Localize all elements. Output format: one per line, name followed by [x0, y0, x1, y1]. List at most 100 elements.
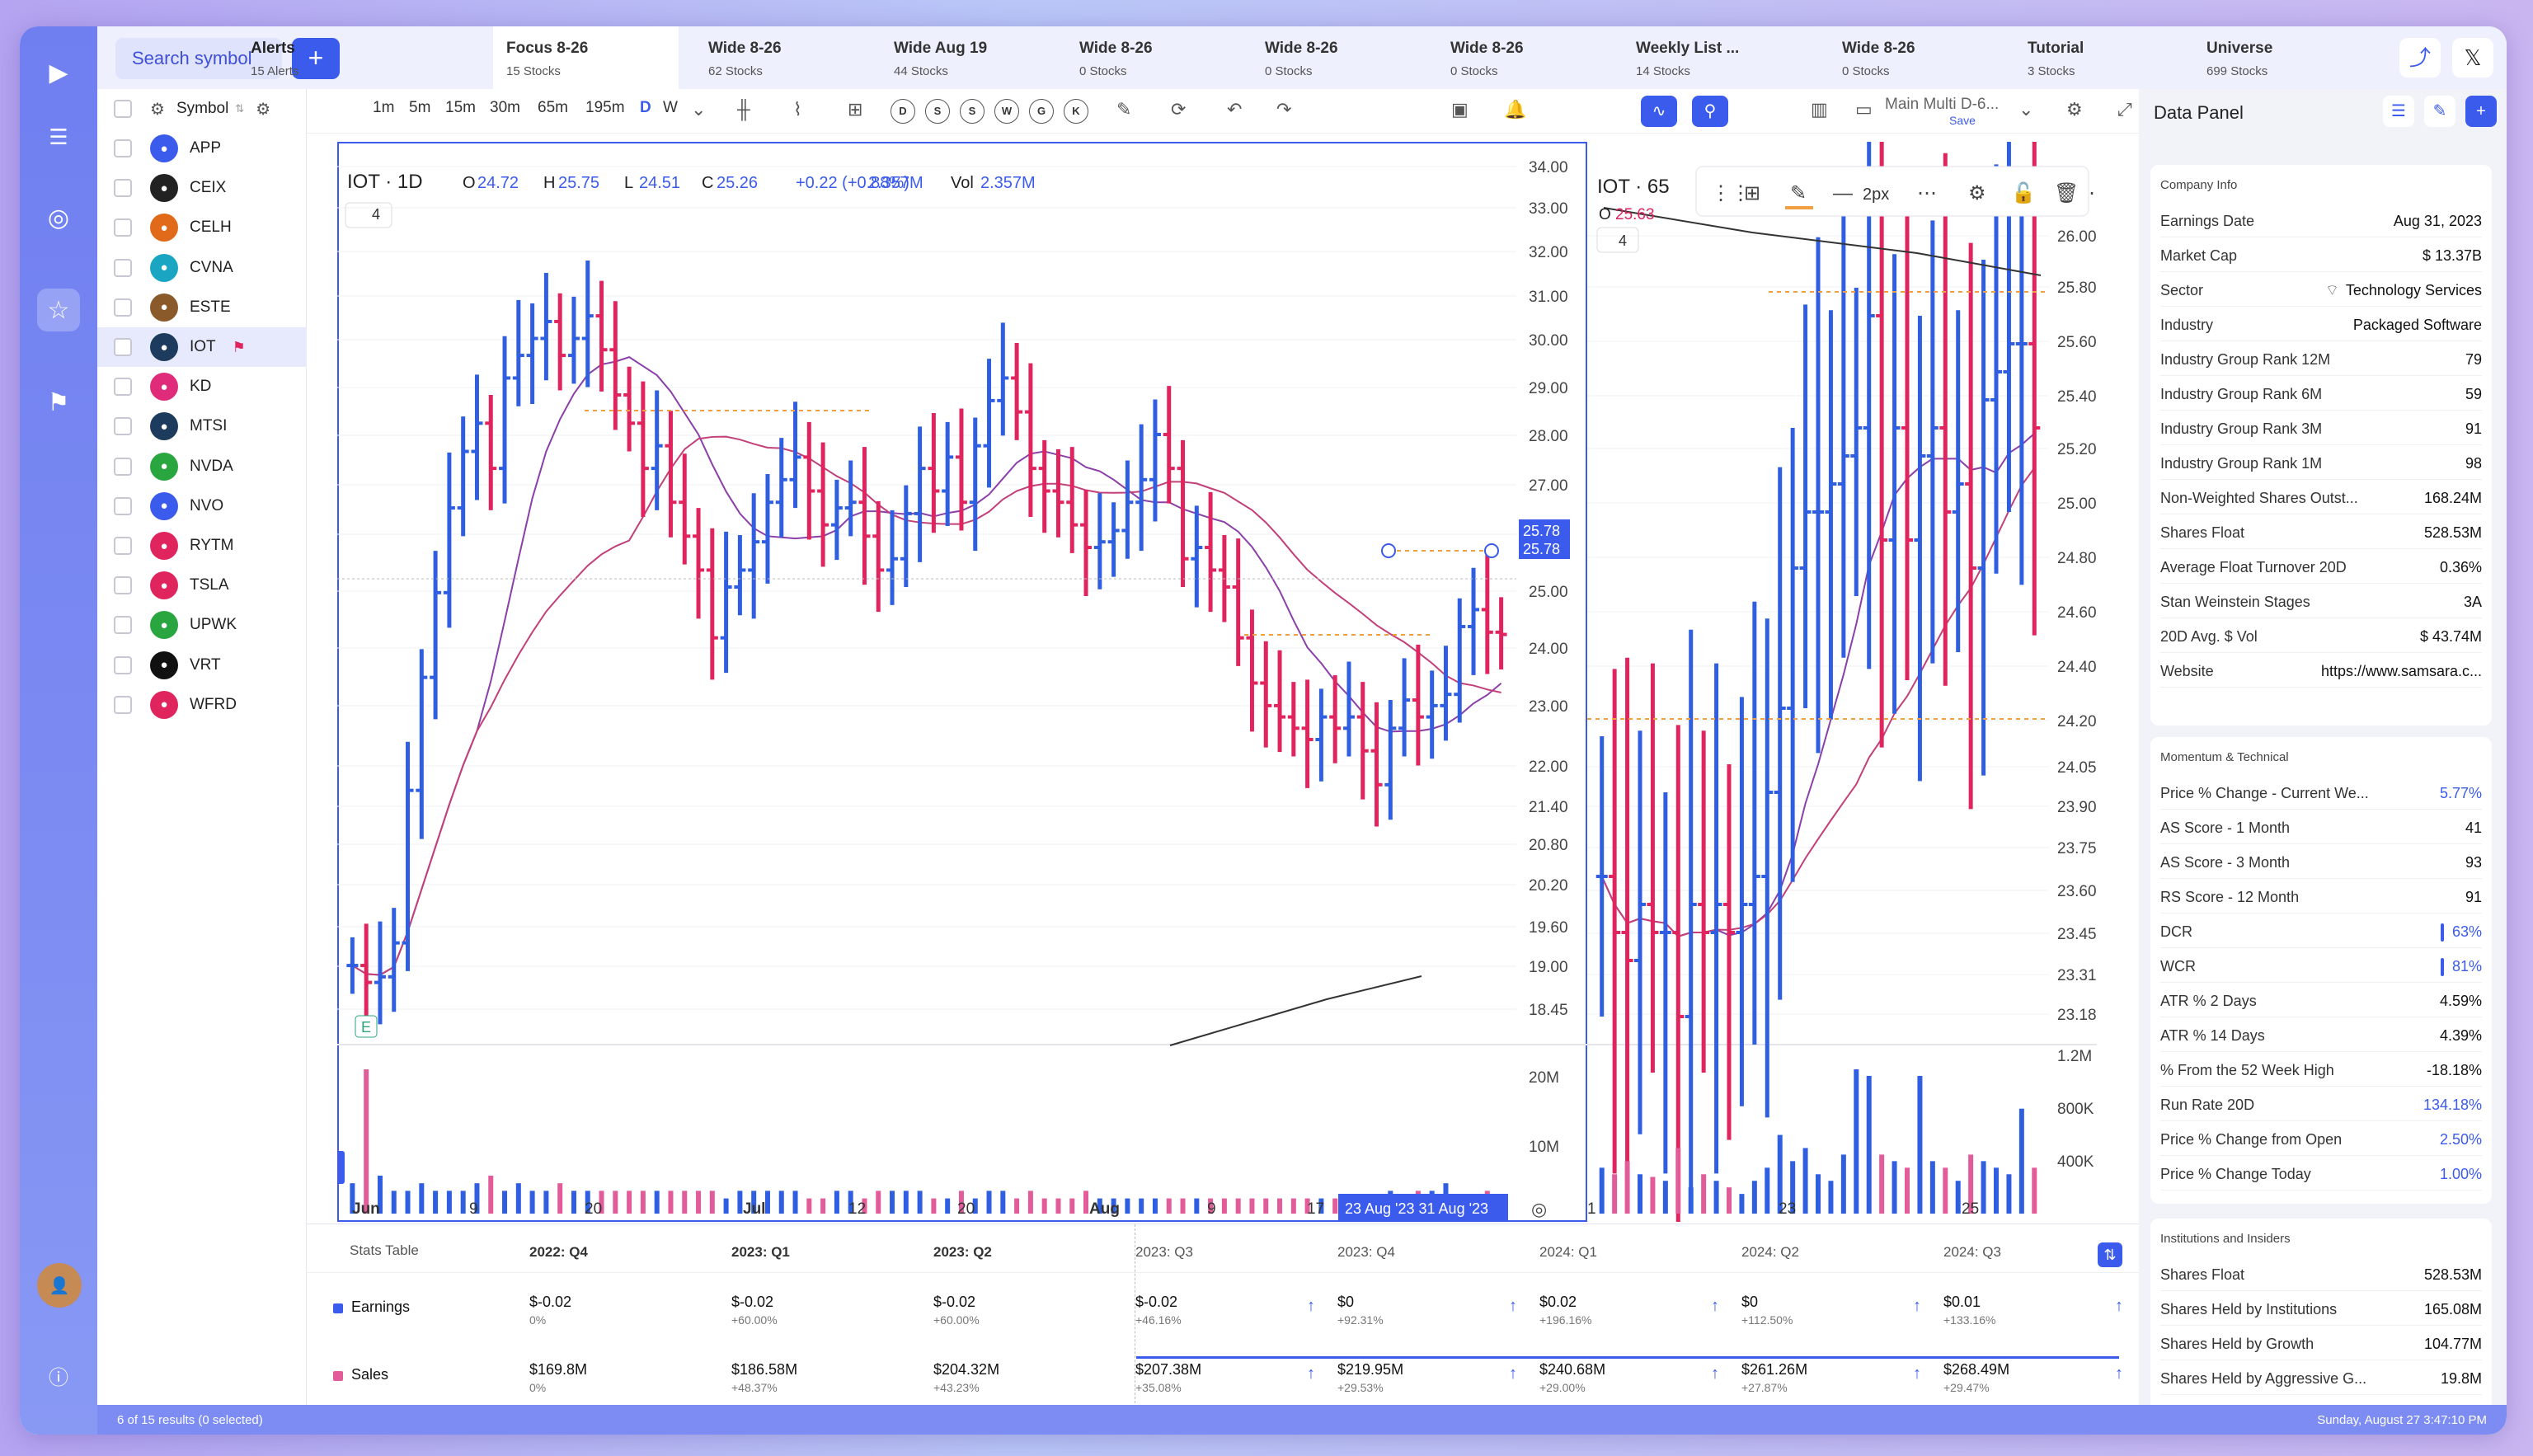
stats-settings-button[interactable]: ⇅: [2098, 1242, 2122, 1267]
tab-4[interactable]: Wide 8-26 0 Stocks: [1066, 26, 1231, 89]
layout-name[interactable]: Main Multi D-6...: [1885, 96, 2000, 113]
tab-10[interactable]: Universe 699 Stocks: [2193, 26, 2358, 89]
timeframe-button[interactable]: 65m: [538, 99, 568, 116]
row-checkbox[interactable]: [114, 298, 132, 317]
legend-count[interactable]: 4: [372, 206, 380, 223]
select-all-checkbox[interactable]: [114, 100, 132, 118]
study-toggle[interactable]: G: [1029, 99, 1054, 124]
drawing-handle[interactable]: [1381, 543, 1396, 558]
row-checkbox[interactable]: [114, 576, 132, 595]
add-button[interactable]: +: [292, 38, 340, 79]
row-checkbox[interactable]: [114, 338, 132, 356]
folder-icon[interactable]: ▭: [1855, 99, 1873, 120]
pencil-icon[interactable]: ✎: [1790, 182, 1807, 204]
tab-2[interactable]: Wide 8-26 62 Stocks: [695, 26, 860, 89]
avatar[interactable]: 👤: [37, 1263, 82, 1308]
radar-icon[interactable]: ◎: [47, 204, 70, 232]
tab-1[interactable]: Focus 8-26 15 Stocks: [493, 26, 679, 89]
data-value[interactable]: https://www.samsara.c...: [2320, 663, 2482, 679]
study-toggle[interactable]: S: [925, 99, 950, 124]
lock-icon[interactable]: 🔓: [2011, 181, 2036, 204]
app-logo-icon[interactable]: ▶: [49, 59, 68, 87]
watchlist-row[interactable]: ● UPWK: [97, 605, 307, 645]
daily-chart[interactable]: 34.00 33.00 32.00 31.00 30.00 29.00 28.00 27.00…: [337, 142, 1587, 1222]
row-checkbox[interactable]: [114, 179, 132, 198]
watchlist-row[interactable]: ● RYTM: [97, 526, 307, 566]
watchlist-row[interactable]: ● VRT: [97, 646, 307, 685]
watchlist-row[interactable]: ● APP: [97, 129, 307, 168]
timeframe-button[interactable]: 195m: [585, 99, 625, 116]
row-checkbox[interactable]: [114, 378, 132, 397]
row-checkbox[interactable]: [114, 218, 132, 237]
settings-icon[interactable]: ⚙: [2066, 99, 2083, 120]
symbol-header[interactable]: Symbol: [176, 100, 229, 117]
edit-icon[interactable]: ✎: [2424, 96, 2455, 127]
row-checkbox[interactable]: [114, 695, 132, 714]
study-toggle[interactable]: D: [891, 99, 915, 124]
timeframe-button[interactable]: 1m: [373, 99, 395, 116]
drawing-mode-button[interactable]: ⚲: [1692, 96, 1728, 127]
watchlist-row[interactable]: ● CELH: [97, 208, 307, 247]
legend-toggle[interactable]: [345, 202, 392, 228]
more-icon[interactable]: ⋯: [2089, 182, 2097, 204]
menu-icon[interactable]: ☰: [49, 124, 68, 149]
tab-0[interactable]: Alerts 15 Alerts: [237, 26, 402, 89]
tab-3[interactable]: Wide Aug 19 44 Stocks: [881, 26, 1046, 89]
row-checkbox[interactable]: [114, 417, 132, 436]
tab-5[interactable]: Wide 8-26 0 Stocks: [1252, 26, 1417, 89]
bar-style-icon[interactable]: ╫: [737, 99, 750, 120]
indicator-icon[interactable]: ⌇: [793, 99, 802, 120]
tab-6[interactable]: Wide 8-26 0 Stocks: [1437, 26, 1602, 89]
chevron-down-icon[interactable]: ⌄: [2018, 99, 2034, 120]
layout-icon[interactable]: ▥: [1811, 99, 1828, 120]
stroke-width[interactable]: 2px: [1863, 186, 1889, 204]
settings-icon[interactable]: ⚙: [1968, 182, 1986, 204]
bell-icon[interactable]: 🔔: [1504, 99, 1527, 120]
flag-icon[interactable]: ⚑: [47, 388, 70, 416]
x-icon[interactable]: 𝕏: [2452, 38, 2493, 77]
dots-icon[interactable]: ⋯: [1917, 182, 1937, 204]
watchlist-row[interactable]: ● TSLA: [97, 566, 307, 605]
row-checkbox[interactable]: [114, 457, 132, 476]
watchlist-row[interactable]: ● NVDA: [97, 447, 307, 486]
row-checkbox[interactable]: [114, 537, 132, 555]
watchlist-row[interactable]: ● IOT ⚑: [97, 327, 307, 367]
list-icon[interactable]: ☰: [2383, 96, 2414, 127]
time-settings-icon[interactable]: ◎: [1531, 1199, 1547, 1219]
layout-save[interactable]: Save: [1949, 114, 1976, 127]
legend-toggle[interactable]: [1596, 227, 1639, 253]
redo-icon[interactable]: ↷: [1276, 99, 1292, 120]
watchlist-row[interactable]: ● CEIX: [97, 168, 307, 208]
pane-collapse-handle[interactable]: [337, 1151, 345, 1184]
trash-icon[interactable]: 🗑: [2054, 182, 2079, 204]
calendar-icon[interactable]: ▣: [1451, 99, 1469, 120]
timeframe-button[interactable]: 5m: [409, 99, 431, 116]
share-icon[interactable]: ⤴: [2399, 38, 2441, 77]
drawing-handle[interactable]: [1484, 543, 1499, 558]
study-toggle[interactable]: K: [1064, 99, 1088, 124]
fullscreen-icon[interactable]: ⤢: [2117, 99, 2132, 120]
study-toggle[interactable]: S: [960, 99, 985, 124]
row-checkbox[interactable]: [114, 258, 132, 277]
study-toggle[interactable]: W: [994, 99, 1019, 124]
earnings-marker[interactable]: [355, 1015, 378, 1038]
timeframe-button[interactable]: D: [640, 99, 651, 116]
flag-icon[interactable]: ⚑: [232, 338, 246, 355]
chart-mode-button[interactable]: ∿: [1641, 96, 1677, 127]
tab-9[interactable]: Tutorial 3 Stocks: [2014, 26, 2179, 89]
tab-7[interactable]: Weekly List ... 14 Stocks: [1623, 26, 1788, 89]
timeframe-button[interactable]: W: [663, 99, 678, 116]
settings-icon[interactable]: ⚙: [256, 100, 271, 119]
add-icon[interactable]: +: [2465, 96, 2497, 127]
row-checkbox[interactable]: [114, 139, 132, 157]
watchlist-row[interactable]: ● ESTE: [97, 288, 307, 327]
stroke-color-swatch[interactable]: [1785, 206, 1813, 209]
gear-icon[interactable]: ⚙: [150, 100, 165, 119]
add-icon[interactable]: ⊞: [1744, 182, 1760, 204]
watchlist-row[interactable]: ● CVNA: [97, 248, 307, 288]
drag-icon[interactable]: ⋮⋮: [1711, 182, 1751, 204]
help-icon[interactable]: ⓘ: [49, 1366, 68, 1389]
search-input[interactable]: Search symbol: [115, 38, 282, 79]
row-checkbox[interactable]: [114, 616, 132, 635]
watchlist-row[interactable]: ● KD: [97, 367, 307, 406]
